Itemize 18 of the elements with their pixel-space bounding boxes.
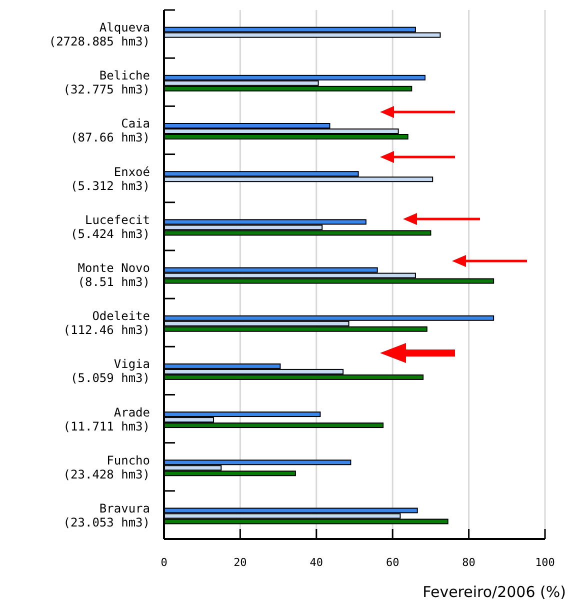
x-tick-label: 60 bbox=[386, 556, 400, 569]
y-tick-label: Lucefecit (5.424 hm3) bbox=[70, 213, 150, 242]
y-tick-label: Bravura (23.053 hm3) bbox=[63, 502, 150, 530]
x-axis-title: Fevereiro/2006 (%) bbox=[422, 583, 566, 601]
x-tick-label: 20 bbox=[234, 556, 247, 569]
y-tick-label: Vigia (5.059 hm3) bbox=[70, 357, 150, 386]
y-tick-label: Beliche (32.775 hm3) bbox=[63, 68, 150, 97]
x-tick-label: 0 bbox=[160, 556, 168, 569]
y-tick-label: Monte Novo (8.51 hm3) bbox=[78, 261, 150, 290]
y-tick-label: Enxoé (5.312 hm3) bbox=[70, 165, 150, 194]
x-tick-label: 40 bbox=[310, 556, 324, 569]
x-tick-label: 100 bbox=[535, 556, 555, 569]
x-tick-label: 80 bbox=[462, 556, 476, 569]
y-tick-label: Odeleite (112.46 hm3) bbox=[63, 309, 150, 338]
y-tick-label: Arade (11.711 hm3) bbox=[63, 406, 150, 434]
y-tick-label: Caia (87.66 hm3) bbox=[70, 117, 150, 146]
y-tick-label: Funcho (23.428 hm3) bbox=[63, 454, 150, 482]
y-tick-label: Alqueva (2728.885 hm3) bbox=[48, 20, 150, 49]
